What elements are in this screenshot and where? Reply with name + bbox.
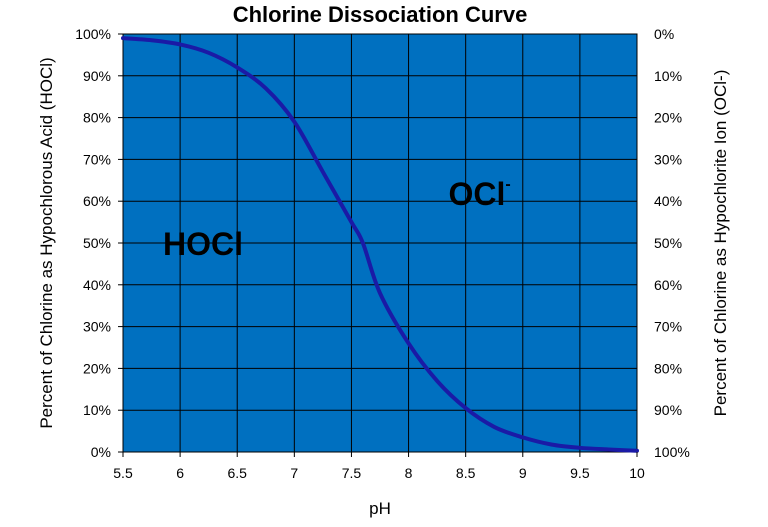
x-tick-label: 5.5 — [113, 465, 133, 481]
y-axis-left-ticks: 0% 10% 20% 30% 40% 50% 60% 70% 80% 90% 100% — [75, 26, 123, 460]
y-left-tick-label: 70% — [83, 151, 111, 167]
region-annotations: HOCl OCl- — [163, 176, 511, 262]
y-right-tick-label: 30% — [654, 151, 682, 167]
y-right-tick-label: 0% — [654, 26, 674, 42]
x-tick-label: 10 — [629, 465, 645, 481]
y-left-tick-label: 100% — [75, 26, 111, 42]
y-left-tick-label: 40% — [83, 277, 111, 293]
y-right-tick-label: 70% — [654, 319, 682, 335]
y-right-tick-label: 50% — [654, 235, 682, 251]
y-left-tick-label: 30% — [83, 319, 111, 335]
y-left-tick-label: 90% — [83, 68, 111, 84]
x-tick-label: 7 — [290, 465, 298, 481]
y-left-tick-label: 50% — [83, 235, 111, 251]
y-axis-right-ticks: 100% 90% 80% 70% 60% 50% 40% 30% 20% 10% 0% — [654, 26, 690, 460]
region-label: OCl- — [449, 176, 511, 212]
x-axis-ticks: 5.5 6 6.5 7 7.5 8 8.5 9 9.5 10 — [113, 452, 645, 481]
chart-title: Chlorine Dissociation Curve — [233, 2, 528, 27]
x-tick-label: 8.5 — [456, 465, 476, 481]
y-left-tick-label: 10% — [83, 402, 111, 418]
y-left-tick-label: 60% — [83, 193, 111, 209]
y-right-tick-label: 40% — [654, 193, 682, 209]
x-tick-label: 9 — [519, 465, 527, 481]
y-axis-right-label: Percent of Chlorine as Hypochlorite Ion … — [711, 70, 730, 417]
y-left-tick-label: 80% — [83, 110, 111, 126]
x-tick-label: 8 — [405, 465, 413, 481]
y-right-tick-label: 100% — [654, 444, 690, 460]
y-axis-left-label: Percent of Chlorine as Hypochlorous Acid… — [37, 57, 56, 428]
y-left-tick-label: 0% — [91, 444, 111, 460]
region-label: HOCl — [163, 226, 243, 262]
x-tick-label: 6.5 — [227, 465, 247, 481]
y-right-tick-label: 90% — [654, 402, 682, 418]
y-right-tick-label: 10% — [654, 68, 682, 84]
y-right-tick-label: 60% — [654, 277, 682, 293]
dissociation-curve-line — [121, 36, 639, 453]
y-right-tick-label: 80% — [654, 360, 682, 376]
x-tick-label: 9.5 — [570, 465, 590, 481]
x-tick-label: 7.5 — [342, 465, 362, 481]
x-tick-label: 6 — [176, 465, 184, 481]
region-label-superscript: - — [505, 176, 510, 193]
y-left-tick-label: 20% — [83, 360, 111, 376]
x-axis-label: pH — [369, 499, 391, 518]
y-right-tick-label: 20% — [654, 110, 682, 126]
